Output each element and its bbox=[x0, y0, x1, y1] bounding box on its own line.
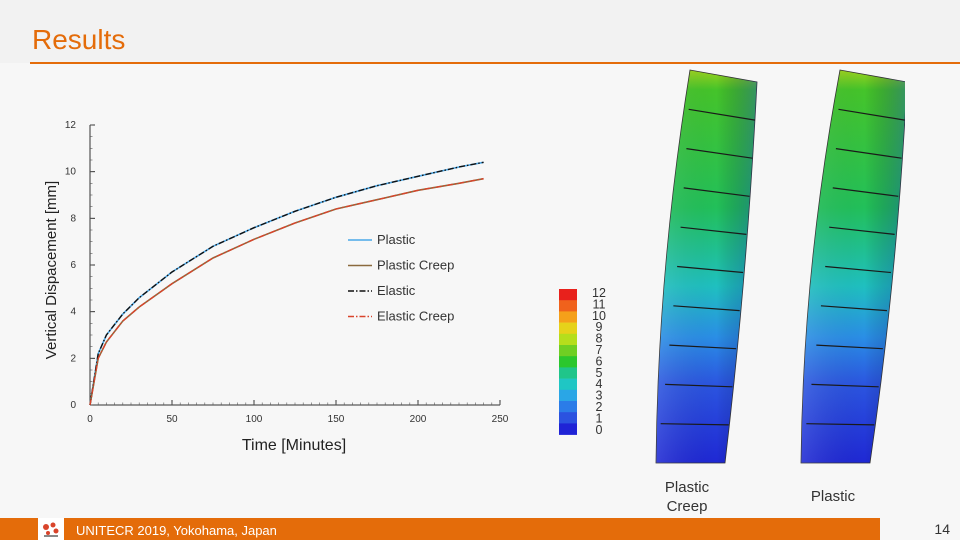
x-tick-label: 250 bbox=[492, 414, 509, 425]
y-axis-label: Vertical Dispacement [mm] bbox=[43, 181, 60, 359]
scale-label: 12 bbox=[592, 286, 606, 300]
legend-label: Plastic bbox=[377, 232, 416, 247]
legend-label: Plastic Creep bbox=[377, 258, 454, 273]
scale-swatch bbox=[559, 356, 577, 368]
scale-swatch bbox=[559, 345, 577, 357]
x-axis-label: Time [Minutes] bbox=[242, 437, 346, 454]
beam-division bbox=[832, 187, 899, 197]
beam-division bbox=[686, 148, 753, 159]
footer-text: UNITECR 2019, Yokohama, Japan bbox=[76, 523, 277, 538]
x-tick-label: 50 bbox=[166, 414, 178, 425]
scale-swatch bbox=[559, 412, 577, 424]
scale-swatch bbox=[559, 367, 577, 379]
beam-division bbox=[673, 305, 740, 312]
scale-label: 10 bbox=[592, 309, 606, 323]
scale-swatch bbox=[559, 289, 577, 301]
beam-division bbox=[677, 265, 744, 274]
scale-swatch bbox=[559, 311, 577, 323]
scale-swatch bbox=[559, 401, 577, 413]
page-number: 14 bbox=[934, 521, 950, 537]
scale-label: 7 bbox=[596, 343, 603, 357]
y-tick-label: 6 bbox=[70, 260, 76, 271]
legend-label: Elastic bbox=[377, 283, 416, 298]
beam-plastic bbox=[800, 69, 905, 464]
beam-division bbox=[669, 344, 737, 350]
beam-division bbox=[680, 226, 747, 235]
conference-logo bbox=[38, 518, 64, 540]
scale-swatch bbox=[559, 333, 577, 346]
beam-shading bbox=[656, 70, 757, 463]
scale-label: 6 bbox=[596, 354, 603, 368]
chevron-right-icon bbox=[858, 518, 880, 540]
beam-division bbox=[838, 108, 905, 121]
beam-shading bbox=[801, 70, 905, 463]
caption-plastic: Plastic bbox=[810, 488, 856, 505]
beam-division bbox=[835, 148, 902, 159]
scale-swatch bbox=[559, 389, 577, 402]
y-tick-label: 0 bbox=[70, 400, 76, 411]
beam-division bbox=[829, 226, 895, 235]
displacement-chart: 0 50 100 150 200 250 0 2 4 6 8 10 12 Vertical Dispac… bbox=[43, 120, 509, 454]
scale-swatch bbox=[559, 423, 577, 435]
legend-label: Elastic Creep bbox=[377, 309, 454, 324]
scale-swatch bbox=[559, 378, 577, 391]
y-tick-label: 2 bbox=[70, 353, 76, 364]
beam-division bbox=[688, 108, 756, 121]
y-tick-label: 12 bbox=[65, 120, 77, 131]
title-underline bbox=[30, 62, 960, 64]
chart-legend: Plastic Plastic Creep Elastic Elastic Creep bbox=[348, 232, 454, 324]
beam-plastic-creep bbox=[655, 69, 758, 464]
scale-label: 5 bbox=[596, 366, 603, 380]
y-tick-label: 4 bbox=[70, 307, 76, 318]
y-tick-label: 10 bbox=[65, 167, 77, 178]
beam-division bbox=[683, 187, 750, 197]
beam-division bbox=[825, 265, 891, 274]
beam-division bbox=[665, 383, 733, 388]
beam-division bbox=[660, 423, 729, 426]
y-tick-label: 8 bbox=[70, 213, 76, 224]
scale-label: 2 bbox=[596, 400, 603, 414]
beam-division bbox=[820, 305, 887, 312]
footer-bar bbox=[0, 518, 880, 540]
x-tick-label: 100 bbox=[246, 414, 263, 425]
slide-title: Results bbox=[32, 24, 126, 55]
x-tick-label: 200 bbox=[410, 414, 427, 425]
beam-division bbox=[816, 344, 883, 350]
scale-label: 8 bbox=[596, 332, 603, 346]
x-tick-label: 150 bbox=[328, 414, 345, 425]
caption-plastic-creep: Plastic Creep bbox=[664, 479, 710, 515]
scale-label: 11 bbox=[593, 297, 606, 311]
scale-label: 1 bbox=[596, 411, 603, 425]
scale-label: 3 bbox=[596, 389, 603, 403]
beam-division bbox=[811, 383, 879, 388]
scale-label: 0 bbox=[596, 423, 603, 437]
scale-label: 9 bbox=[596, 320, 603, 334]
x-tick-label: 0 bbox=[87, 414, 93, 425]
scale-swatch bbox=[559, 300, 577, 312]
beam-division bbox=[806, 423, 875, 426]
title-bar bbox=[0, 0, 960, 63]
scale-swatch bbox=[559, 322, 577, 335]
scale-label: 4 bbox=[596, 377, 603, 391]
series-line-elastic-creep bbox=[89, 178, 484, 406]
series-line-elastic bbox=[89, 161, 484, 406]
